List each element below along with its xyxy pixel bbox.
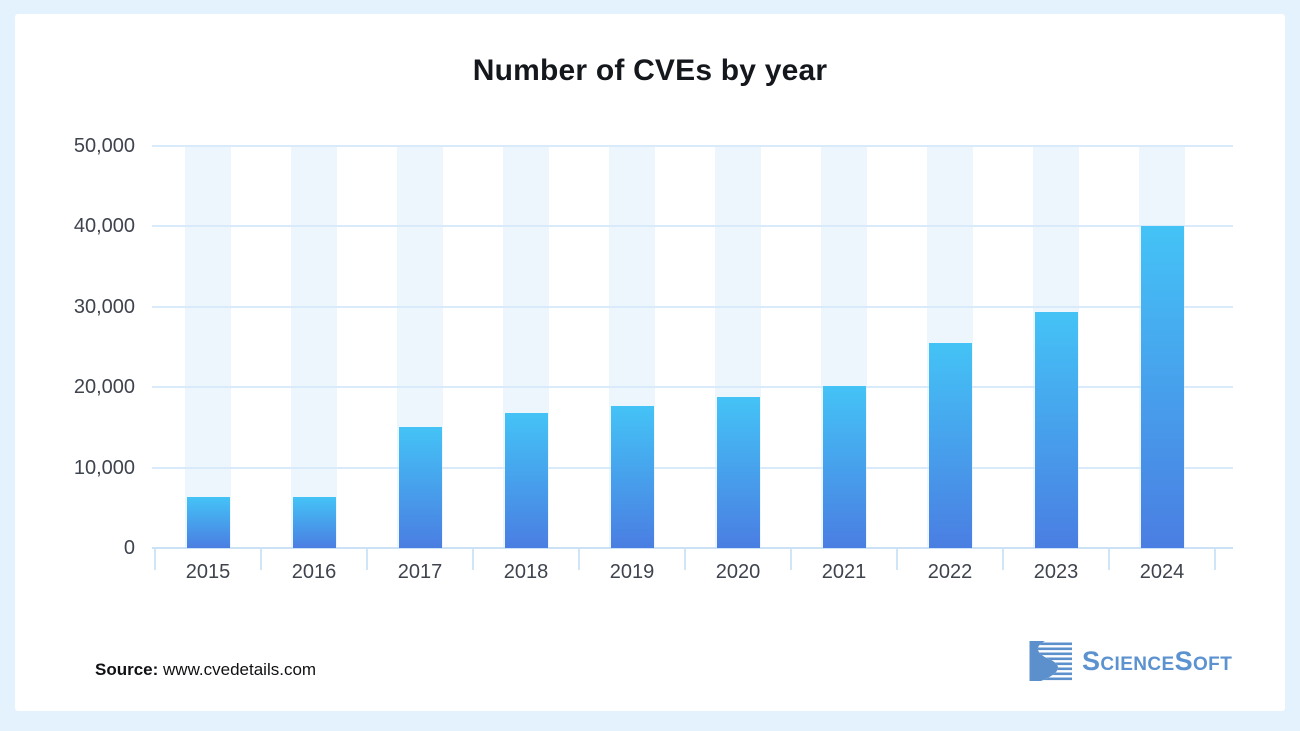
- sciencesoft-logo-icon: [1029, 641, 1073, 681]
- axis-tick: [260, 549, 262, 570]
- chart-card: Number of CVEs by year 0 10,000 20,000 30,0…: [15, 14, 1285, 711]
- sciencesoft-logo-text: ScienceSoft: [1082, 645, 1233, 676]
- axis-tick: [790, 549, 792, 570]
- axis-tick: [154, 549, 156, 570]
- y-axis-label: 20,000: [73, 376, 135, 399]
- bar: [928, 343, 972, 548]
- x-axis-label: 2022: [927, 561, 973, 583]
- y-axis-label: 40,000: [73, 215, 135, 238]
- x-axis-label: 2016: [291, 561, 337, 583]
- x-axis-label: 2018: [503, 561, 549, 583]
- x-axis-label: 2023: [1033, 561, 1079, 583]
- axis-tick: [684, 549, 686, 570]
- axis-tick: [472, 549, 474, 570]
- y-axis-label: 50,000: [73, 135, 135, 157]
- bar-background-column: [185, 146, 231, 548]
- chart-title: Number of CVEs by year: [472, 54, 828, 87]
- source-value: www.cvedetails.com: [158, 660, 317, 679]
- gridline: [152, 386, 1233, 389]
- source-label: Source:: [95, 660, 159, 679]
- axis-tick: [578, 549, 580, 570]
- bar: [292, 496, 336, 548]
- bar: [716, 396, 760, 548]
- x-axis-label: 2017: [397, 561, 443, 583]
- sciencesoft-logo: ScienceSoft: [1029, 637, 1232, 685]
- plot-area: 2015 2016 2017 2018 2019 2020 2021 2022 2023 2024: [152, 145, 1233, 583]
- x-axis-label: 2024: [1139, 561, 1185, 583]
- axis-tick: [366, 549, 368, 570]
- x-axis-label: 2021: [821, 561, 867, 583]
- x-axis-label: 2019: [609, 561, 655, 583]
- source-line: Source: www.cvedetails.com: [95, 660, 316, 680]
- gridline: [152, 225, 1233, 228]
- bar: [1140, 225, 1184, 548]
- x-axis-label: 2015: [185, 561, 231, 583]
- y-axis-label: 10,000: [73, 456, 135, 479]
- axis-tick: [1214, 549, 1216, 570]
- axis-tick: [1108, 549, 1110, 570]
- bar: [822, 385, 866, 548]
- bar: [504, 412, 548, 548]
- bar: [610, 405, 654, 548]
- y-axis-label: 0: [123, 537, 135, 559]
- axis-tick: [896, 549, 898, 570]
- gridline: [152, 305, 1233, 308]
- gridline: [152, 145, 1233, 147]
- bar-background-column: [291, 146, 337, 548]
- axis-tick: [1002, 549, 1004, 570]
- gridline: [152, 466, 1233, 469]
- bar: [398, 427, 442, 548]
- bar: [1034, 311, 1078, 548]
- bar: [186, 496, 230, 548]
- y-axis-label: 30,000: [73, 295, 135, 318]
- axis-baseline: [152, 547, 1233, 549]
- x-axis-label: 2020: [715, 561, 761, 583]
